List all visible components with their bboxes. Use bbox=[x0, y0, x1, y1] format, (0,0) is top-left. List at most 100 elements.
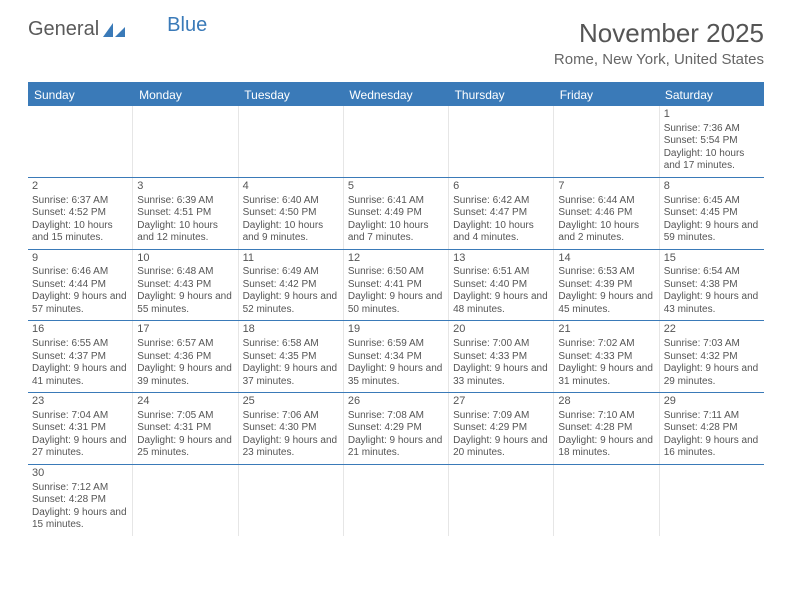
day-number: 21 bbox=[558, 323, 654, 337]
sunset-text: Sunset: 4:46 PM bbox=[558, 207, 654, 220]
day-number: 8 bbox=[664, 180, 760, 194]
header: General Blue November 2025 Rome, New Yor… bbox=[0, 0, 792, 76]
day-header: Thursday bbox=[449, 84, 554, 106]
day-number: 27 bbox=[453, 395, 549, 409]
sunrise-text: Sunrise: 6:51 AM bbox=[453, 266, 549, 279]
day-number: 28 bbox=[558, 395, 654, 409]
sunset-text: Sunset: 4:37 PM bbox=[32, 351, 128, 364]
day-number: 20 bbox=[453, 323, 549, 337]
sunset-text: Sunset: 4:33 PM bbox=[453, 351, 549, 364]
day-number: 19 bbox=[348, 323, 444, 337]
daylight-text: Daylight: 9 hours and 43 minutes. bbox=[664, 291, 760, 316]
week-row: 2Sunrise: 6:37 AMSunset: 4:52 PMDaylight… bbox=[28, 178, 764, 250]
sunrise-text: Sunrise: 7:12 AM bbox=[32, 482, 128, 495]
day-number: 26 bbox=[348, 395, 444, 409]
day-number: 2 bbox=[32, 180, 128, 194]
day-cell bbox=[660, 465, 764, 536]
daylight-text: Daylight: 9 hours and 55 minutes. bbox=[137, 291, 233, 316]
sunrise-text: Sunrise: 6:46 AM bbox=[32, 266, 128, 279]
day-cell bbox=[28, 106, 133, 177]
location-label: Rome, New York, United States bbox=[554, 51, 764, 68]
sunset-text: Sunset: 4:41 PM bbox=[348, 279, 444, 292]
day-cell: 20Sunrise: 7:00 AMSunset: 4:33 PMDayligh… bbox=[449, 321, 554, 392]
sunrise-text: Sunrise: 6:41 AM bbox=[348, 195, 444, 208]
day-header: Tuesday bbox=[238, 84, 343, 106]
sunset-text: Sunset: 4:29 PM bbox=[453, 422, 549, 435]
day-cell bbox=[133, 465, 238, 536]
sunrise-text: Sunrise: 6:57 AM bbox=[137, 338, 233, 351]
daylight-text: Daylight: 9 hours and 48 minutes. bbox=[453, 291, 549, 316]
sunset-text: Sunset: 4:45 PM bbox=[664, 207, 760, 220]
sunrise-text: Sunrise: 6:48 AM bbox=[137, 266, 233, 279]
week-row: 1Sunrise: 7:36 AMSunset: 5:54 PMDaylight… bbox=[28, 106, 764, 178]
daylight-text: Daylight: 10 hours and 4 minutes. bbox=[453, 220, 549, 245]
sunset-text: Sunset: 4:31 PM bbox=[137, 422, 233, 435]
day-cell: 4Sunrise: 6:40 AMSunset: 4:50 PMDaylight… bbox=[239, 178, 344, 249]
day-header: Friday bbox=[554, 84, 659, 106]
day-cell: 13Sunrise: 6:51 AMSunset: 4:40 PMDayligh… bbox=[449, 250, 554, 321]
day-header: Sunday bbox=[28, 84, 133, 106]
sunset-text: Sunset: 4:30 PM bbox=[243, 422, 339, 435]
day-cell: 26Sunrise: 7:08 AMSunset: 4:29 PMDayligh… bbox=[344, 393, 449, 464]
daylight-text: Daylight: 9 hours and 25 minutes. bbox=[137, 435, 233, 460]
day-number: 9 bbox=[32, 252, 128, 266]
sunset-text: Sunset: 4:52 PM bbox=[32, 207, 128, 220]
sunset-text: Sunset: 4:32 PM bbox=[664, 351, 760, 364]
sail-icon bbox=[101, 21, 127, 39]
sunrise-text: Sunrise: 7:36 AM bbox=[664, 123, 760, 136]
day-number: 14 bbox=[558, 252, 654, 266]
sunrise-text: Sunrise: 7:10 AM bbox=[558, 410, 654, 423]
sunset-text: Sunset: 4:29 PM bbox=[348, 422, 444, 435]
day-number: 30 bbox=[32, 467, 128, 481]
day-number: 29 bbox=[664, 395, 760, 409]
sunset-text: Sunset: 4:39 PM bbox=[558, 279, 654, 292]
day-cell: 15Sunrise: 6:54 AMSunset: 4:38 PMDayligh… bbox=[660, 250, 764, 321]
day-cell bbox=[344, 106, 449, 177]
day-number: 22 bbox=[664, 323, 760, 337]
day-number: 16 bbox=[32, 323, 128, 337]
sunset-text: Sunset: 4:36 PM bbox=[137, 351, 233, 364]
day-cell bbox=[239, 106, 344, 177]
sunset-text: Sunset: 4:44 PM bbox=[32, 279, 128, 292]
sunset-text: Sunset: 5:54 PM bbox=[664, 135, 760, 148]
daylight-text: Daylight: 9 hours and 37 minutes. bbox=[243, 363, 339, 388]
daylight-text: Daylight: 10 hours and 12 minutes. bbox=[137, 220, 233, 245]
sunset-text: Sunset: 4:31 PM bbox=[32, 422, 128, 435]
day-cell bbox=[239, 465, 344, 536]
daylight-text: Daylight: 9 hours and 27 minutes. bbox=[32, 435, 128, 460]
daylight-text: Daylight: 10 hours and 17 minutes. bbox=[664, 148, 760, 173]
day-number: 25 bbox=[243, 395, 339, 409]
daylight-text: Daylight: 9 hours and 29 minutes. bbox=[664, 363, 760, 388]
day-cell: 16Sunrise: 6:55 AMSunset: 4:37 PMDayligh… bbox=[28, 321, 133, 392]
day-number: 4 bbox=[243, 180, 339, 194]
sunset-text: Sunset: 4:50 PM bbox=[243, 207, 339, 220]
daylight-text: Daylight: 10 hours and 2 minutes. bbox=[558, 220, 654, 245]
day-cell: 17Sunrise: 6:57 AMSunset: 4:36 PMDayligh… bbox=[133, 321, 238, 392]
day-cell: 30Sunrise: 7:12 AMSunset: 4:28 PMDayligh… bbox=[28, 465, 133, 536]
daylight-text: Daylight: 9 hours and 15 minutes. bbox=[32, 507, 128, 532]
day-cell: 28Sunrise: 7:10 AMSunset: 4:28 PMDayligh… bbox=[554, 393, 659, 464]
sunset-text: Sunset: 4:43 PM bbox=[137, 279, 233, 292]
daylight-text: Daylight: 9 hours and 21 minutes. bbox=[348, 435, 444, 460]
day-number: 17 bbox=[137, 323, 233, 337]
sunset-text: Sunset: 4:49 PM bbox=[348, 207, 444, 220]
day-cell bbox=[449, 106, 554, 177]
day-cell: 11Sunrise: 6:49 AMSunset: 4:42 PMDayligh… bbox=[239, 250, 344, 321]
weeks-container: 1Sunrise: 7:36 AMSunset: 5:54 PMDaylight… bbox=[28, 106, 764, 536]
sunrise-text: Sunrise: 7:08 AM bbox=[348, 410, 444, 423]
daylight-text: Daylight: 9 hours and 31 minutes. bbox=[558, 363, 654, 388]
sunset-text: Sunset: 4:42 PM bbox=[243, 279, 339, 292]
daylight-text: Daylight: 9 hours and 20 minutes. bbox=[453, 435, 549, 460]
day-cell bbox=[554, 465, 659, 536]
day-cell: 27Sunrise: 7:09 AMSunset: 4:29 PMDayligh… bbox=[449, 393, 554, 464]
daylight-text: Daylight: 10 hours and 7 minutes. bbox=[348, 220, 444, 245]
day-cell bbox=[344, 465, 449, 536]
sunrise-text: Sunrise: 6:55 AM bbox=[32, 338, 128, 351]
day-number: 18 bbox=[243, 323, 339, 337]
sunset-text: Sunset: 4:51 PM bbox=[137, 207, 233, 220]
daylight-text: Daylight: 10 hours and 9 minutes. bbox=[243, 220, 339, 245]
day-cell: 21Sunrise: 7:02 AMSunset: 4:33 PMDayligh… bbox=[554, 321, 659, 392]
day-number: 5 bbox=[348, 180, 444, 194]
daylight-text: Daylight: 9 hours and 52 minutes. bbox=[243, 291, 339, 316]
sunset-text: Sunset: 4:28 PM bbox=[32, 494, 128, 507]
